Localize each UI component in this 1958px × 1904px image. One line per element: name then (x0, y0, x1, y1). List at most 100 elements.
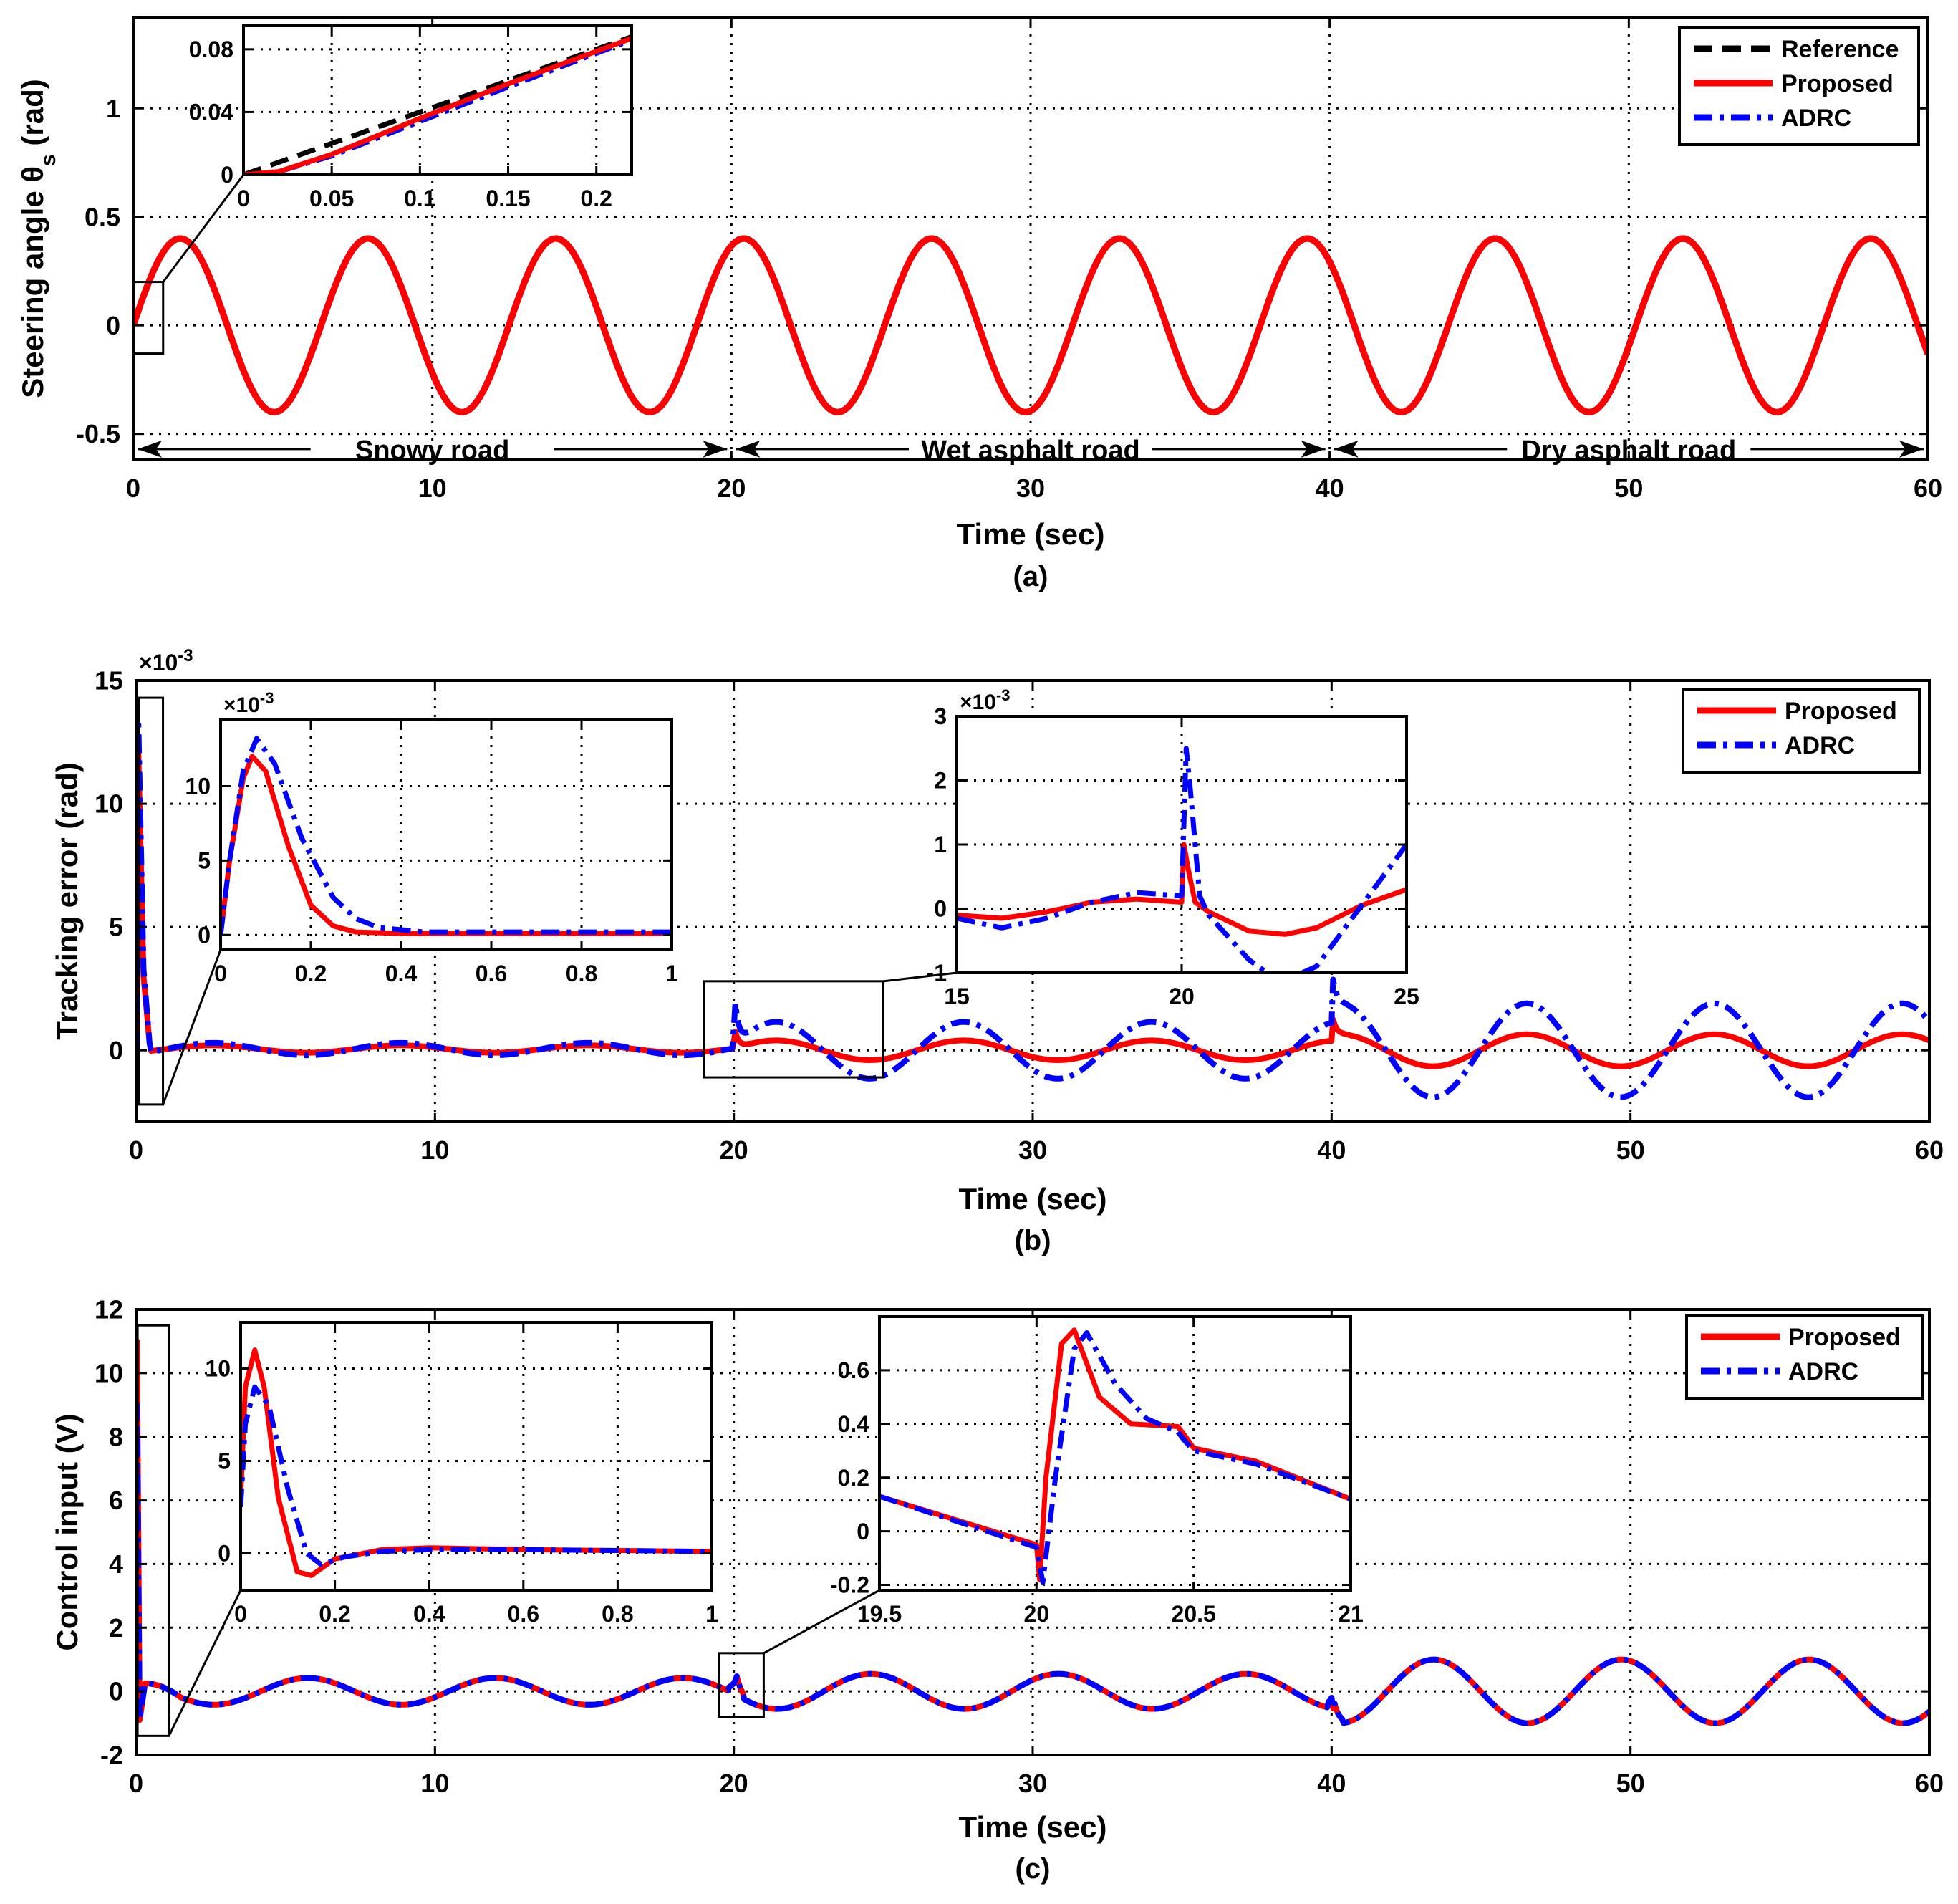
panel-a-ytick-label: 0 (106, 311, 120, 340)
road-label-1: Snowy road (355, 436, 509, 466)
panel-b-ytick-label: 10 (95, 789, 123, 819)
panel-c-inset-2: 19.5 20 20.5 21 -0.2 0 0.2 0.4 0.6 (830, 1315, 1364, 1627)
panel-b-xtick-label: 20 (720, 1135, 748, 1165)
inset-exponent-power: -3 (996, 686, 1011, 704)
inset-ytick-label: 0 (221, 162, 233, 188)
panel-c-zoom-connector-1 (168, 1590, 242, 1737)
panel-c-ytick-label: 2 (109, 1613, 123, 1643)
inset-ytick-label: 3 (934, 703, 947, 729)
road-arrow-head-right (1301, 440, 1326, 458)
inset-xtick-label: 0 (234, 1601, 247, 1627)
panel-b-legend-label-proposed: Proposed (1785, 698, 1897, 725)
inset-background (221, 719, 672, 950)
inset-adrc-series (241, 1384, 712, 1567)
panel-c-xtick-label: 60 (1915, 1769, 1944, 1798)
panel-b-xtick-label: 60 (1915, 1135, 1944, 1165)
inset-ytick-label: 0.6 (838, 1357, 869, 1383)
inset-adrc-series (221, 736, 672, 936)
road-label-3: Dry asphalt road (1521, 436, 1736, 466)
inset-ytick-label: 0 (934, 896, 947, 922)
inset-frame (878, 1315, 1352, 1592)
road-label-2: Wet asphalt road (921, 436, 1139, 466)
panel-a-ytick-label: -0.5 (76, 419, 120, 448)
inset-xtick-label: 21 (1338, 1601, 1364, 1627)
inset-background (879, 1317, 1351, 1590)
inset-xtick-label: 1 (665, 961, 678, 986)
panel-c-plot-area (136, 1338, 1929, 1726)
panel-c-legend-box (1685, 1314, 1924, 1400)
panel-b-ylabel: Tracking error (rad) (50, 762, 84, 1039)
panel-c-zoom-connector-2 (763, 1589, 880, 1655)
inset-ytick-label: 0.04 (189, 100, 233, 125)
panel-b-xtick-label: 0 (129, 1135, 143, 1165)
panel-b-ytick-label: 15 (95, 666, 123, 696)
panel-b-xtick-label: 30 (1018, 1135, 1047, 1165)
inset-xtick-label: 0.8 (566, 961, 597, 986)
inset-ytick-label: -0.2 (830, 1572, 869, 1598)
inset-xtick-label: 0.2 (580, 186, 612, 211)
inset-proposed-series (241, 1347, 712, 1578)
inset-xtick-label: 0.2 (295, 961, 327, 986)
panel-c-ytick-label: 10 (95, 1358, 123, 1388)
panel-b-legend-box (1682, 688, 1921, 774)
inset-ytick-label: 0.2 (838, 1465, 869, 1491)
inset-ytick-label: 0.4 (838, 1411, 870, 1437)
inset-xtick-label: 0.1 (404, 186, 435, 211)
panel-b-xlabel: Time (sec) (959, 1182, 1107, 1216)
panel-b-exponent-power: -3 (178, 646, 193, 665)
inset-proposed-series (243, 36, 632, 175)
inset-ytick-label: 1 (934, 832, 947, 857)
inset-xtick-label: 0.8 (602, 1601, 633, 1627)
panel-a-plot-area (133, 235, 1928, 415)
inset-xtick-label: 20.5 (1172, 1601, 1216, 1627)
panel-b-zoom-connector-1 (162, 949, 222, 1105)
panel-a-xtick-label: 40 (1316, 473, 1344, 503)
panel-c-legend-label-adrc: ADRC (1788, 1358, 1858, 1385)
panel-b-plot-area (136, 721, 1929, 1100)
inset-frame (219, 718, 673, 951)
panel-b-xtick-label: 40 (1317, 1135, 1346, 1165)
inset-xtick-label: 0.2 (319, 1601, 350, 1627)
inset-xtick-label: 1 (705, 1601, 718, 1627)
inset-plot-area (879, 1327, 1351, 1585)
panel-a-ylabel-unit: (rad) (16, 79, 49, 154)
inset-ytick-label: 0.08 (189, 37, 233, 62)
inset-xtick-label: 0.4 (385, 961, 418, 986)
panel-b-legend-label-adrc: ADRC (1785, 732, 1855, 759)
inset-xtick-label: 0.6 (508, 1601, 539, 1627)
panel-c-ytick-label: 8 (109, 1422, 123, 1451)
panel-b-adrc-series (136, 721, 1929, 1100)
panel-a-inset-1: 0 0.05 0.1 0.15 0.2 0 0.04 0.08 (189, 24, 633, 211)
inset-xtick-label: 20 (1024, 1601, 1050, 1627)
road-arrow-head-left (138, 440, 162, 458)
panel-c-ylabel: Control input (V) (50, 1413, 84, 1650)
inset-plot-area (243, 34, 632, 175)
inset-ytick-label: 0 (218, 1541, 231, 1567)
inset-xtick-label: 19.5 (857, 1601, 902, 1627)
panel-c-ytick-label: 4 (109, 1549, 123, 1579)
road-arrow-head-left (1334, 440, 1359, 458)
inset-background (241, 1322, 712, 1590)
inset-ytick-label: -1 (927, 960, 947, 986)
panel-c-xtick-label: 40 (1317, 1769, 1346, 1798)
panel-a-ylabel: Steering angle θs (rad) (16, 79, 60, 398)
panel-a-xtick-label: 50 (1614, 473, 1643, 503)
panel-b-zoom-box-1 (138, 696, 165, 1106)
panel-c-xtick-label: 0 (129, 1769, 143, 1798)
inset-plot-area (241, 1347, 712, 1578)
panel-a-legend-label-reference: Reference (1781, 36, 1899, 63)
panel-b-caption: (b) (1014, 1225, 1051, 1256)
panel-a-xtick-label: 20 (717, 473, 746, 503)
inset-xtick-label: 0.15 (486, 186, 530, 211)
inset-ytick-label: 5 (218, 1448, 231, 1474)
inset-ytick-label: 2 (934, 768, 947, 794)
inset-xtick-label: 0.6 (476, 961, 507, 986)
panel-c-ytick-label: -2 (100, 1741, 123, 1770)
panel-a-xtick-label: 30 (1016, 473, 1045, 503)
